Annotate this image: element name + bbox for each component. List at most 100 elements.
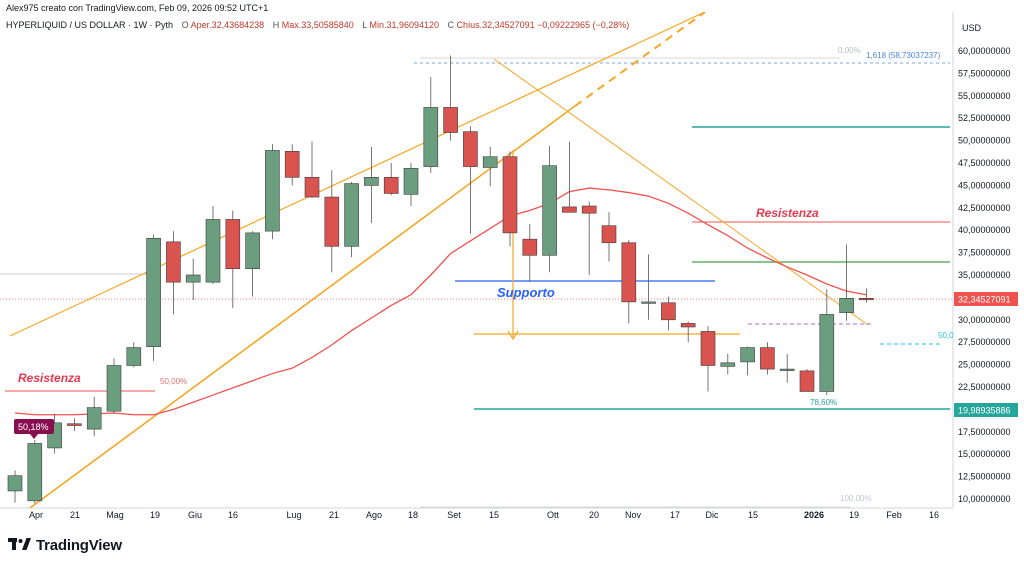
x-tick-label: 15 bbox=[489, 510, 499, 520]
x-tick-label: Ott bbox=[547, 510, 560, 520]
candle-bullish[interactable] bbox=[364, 177, 379, 186]
candle-bullish[interactable] bbox=[245, 232, 260, 270]
fib-50-18-badge-tip bbox=[30, 434, 38, 439]
candle-bullish[interactable] bbox=[27, 443, 43, 502]
y-tick-label: 50,00000000 bbox=[958, 136, 1011, 146]
candle-bullish[interactable] bbox=[423, 107, 439, 167]
symbol-header: HYPERLIQUID / US DOLLAR · 1W · Pyth O Ap… bbox=[6, 20, 629, 30]
y-tick-label: 40,00000000 bbox=[958, 225, 1011, 235]
candle-bullish[interactable] bbox=[185, 274, 201, 283]
x-tick-label: 18 bbox=[408, 510, 418, 520]
tradingview-logo-icon bbox=[8, 538, 31, 550]
candle-bullish[interactable] bbox=[344, 183, 359, 247]
y-tick-label: 22,50000000 bbox=[958, 382, 1011, 392]
y-tick-label: 12,50000000 bbox=[958, 472, 1011, 482]
x-tick-label: Nov bbox=[625, 510, 642, 520]
y-tick-label: 37,50000000 bbox=[958, 248, 1011, 258]
time-axis[interactable]: Apr 21 Mag 19 Giu 16 Lug 21 Ago 18 Set 15 Ott 20 Nov 17… bbox=[29, 510, 939, 520]
candle-bullish[interactable] bbox=[779, 368, 795, 371]
candle-bearish[interactable] bbox=[522, 238, 538, 256]
channel-lower-ext-line bbox=[574, 12, 706, 107]
candle-bearish[interactable] bbox=[799, 370, 815, 392]
symbol-name[interactable]: HYPERLIQUID / US DOLLAR · 1W · Pyth bbox=[6, 20, 174, 30]
candle-bullish[interactable] bbox=[86, 407, 102, 430]
candle-bearish[interactable] bbox=[601, 225, 617, 244]
x-tick-label: 17 bbox=[670, 510, 680, 520]
candle-bearish[interactable] bbox=[225, 219, 241, 270]
candle-bullish[interactable] bbox=[205, 219, 221, 283]
x-tick-label: Apr bbox=[29, 510, 43, 520]
candle-bearish[interactable] bbox=[502, 156, 518, 234]
candle-bearish[interactable] bbox=[67, 423, 82, 426]
high-value: Max.33,50585840 bbox=[281, 20, 354, 30]
tradingview-brand: TradingView bbox=[36, 536, 122, 554]
candle-bearish[interactable] bbox=[859, 297, 874, 301]
candle-bearish[interactable] bbox=[680, 323, 696, 328]
orange-arrow-head bbox=[507, 330, 519, 341]
candle-bearish[interactable] bbox=[581, 205, 597, 214]
close-value: Chius.32,34527091 bbox=[456, 20, 535, 30]
moving-average-line bbox=[14, 187, 867, 416]
y-tick-label: 35,00000000 bbox=[958, 270, 1011, 280]
candle-bearish[interactable] bbox=[284, 151, 300, 178]
x-tick-label: Giu bbox=[188, 510, 202, 520]
candle-bearish[interactable] bbox=[562, 206, 577, 213]
fib-50-18-label: 50,18% bbox=[18, 422, 49, 432]
candle-bullish[interactable] bbox=[839, 297, 854, 313]
y-tick-label: 52,50000000 bbox=[958, 113, 1011, 123]
y-tick-label: 27,50000000 bbox=[958, 337, 1011, 347]
open-value: Aper.32,43684238 bbox=[190, 20, 265, 30]
tradingview-footer[interactable]: TradingView bbox=[8, 536, 122, 554]
x-tick-label: Dic bbox=[706, 510, 719, 520]
low-value: Min.31,96094120 bbox=[369, 20, 440, 30]
candle-bullish[interactable] bbox=[265, 150, 280, 232]
candle-bullish[interactable] bbox=[106, 365, 122, 412]
candle-bullish[interactable] bbox=[126, 347, 142, 366]
y-tick-label: 10,00000000 bbox=[958, 494, 1011, 504]
candle-bullish[interactable] bbox=[740, 347, 755, 363]
low-label: L bbox=[362, 20, 367, 30]
y-tick-label: 57,50000000 bbox=[958, 68, 1011, 78]
fib-1618-label: 1,618 (58,73037237) bbox=[866, 51, 941, 60]
resistance-right-label: Resistenza bbox=[756, 206, 819, 220]
x-tick-label: 16 bbox=[228, 510, 238, 520]
candle-bearish[interactable] bbox=[661, 302, 676, 321]
price-axis[interactable]: 60,00000000 57,50000000 55,00000000 52,5000… bbox=[958, 46, 1011, 504]
candle-bullish[interactable] bbox=[542, 165, 557, 256]
candle-bullish[interactable] bbox=[482, 156, 498, 168]
candle-bearish[interactable] bbox=[166, 241, 181, 283]
candle-bearish[interactable] bbox=[463, 131, 478, 167]
candle-bullish[interactable] bbox=[403, 168, 419, 195]
x-tick-label: Ago bbox=[366, 510, 382, 520]
teal-price-badge bbox=[954, 403, 1018, 417]
candle-bearish[interactable] bbox=[443, 107, 458, 133]
currency-label: USD bbox=[962, 23, 982, 33]
x-tick-label: 15 bbox=[748, 510, 758, 520]
candle-bullish[interactable] bbox=[146, 237, 161, 347]
resistance-left-label: Resistenza bbox=[18, 371, 81, 385]
x-tick-label: 2026 bbox=[804, 510, 824, 520]
last-price-value: 32,34527091 bbox=[958, 295, 1011, 305]
candle-bullish[interactable] bbox=[720, 362, 736, 367]
x-tick-label: Mag bbox=[106, 510, 124, 520]
channel-upper-line bbox=[9, 12, 706, 337]
x-tick-label: Set bbox=[447, 510, 461, 520]
downtrend-line bbox=[493, 58, 869, 326]
candle-bullish[interactable] bbox=[819, 314, 835, 392]
y-tick-label: 47,50000000 bbox=[958, 158, 1011, 168]
y-tick-label: 25,00000000 bbox=[958, 360, 1011, 370]
candle-bullish[interactable] bbox=[641, 301, 656, 304]
candle-bearish[interactable] bbox=[760, 347, 775, 370]
candle-bearish[interactable] bbox=[383, 177, 399, 194]
candle-bearish[interactable] bbox=[304, 177, 320, 198]
x-tick-label: 19 bbox=[849, 510, 859, 520]
x-tick-label: 21 bbox=[70, 510, 80, 520]
candle-bullish[interactable] bbox=[7, 475, 23, 492]
candle-bearish[interactable] bbox=[621, 242, 637, 303]
close-label: C bbox=[447, 20, 455, 30]
fib-50-18-badge bbox=[14, 419, 54, 434]
x-tick-label: 21 bbox=[329, 510, 339, 520]
candle-bearish[interactable] bbox=[700, 331, 716, 366]
candle-bearish[interactable] bbox=[324, 196, 340, 247]
